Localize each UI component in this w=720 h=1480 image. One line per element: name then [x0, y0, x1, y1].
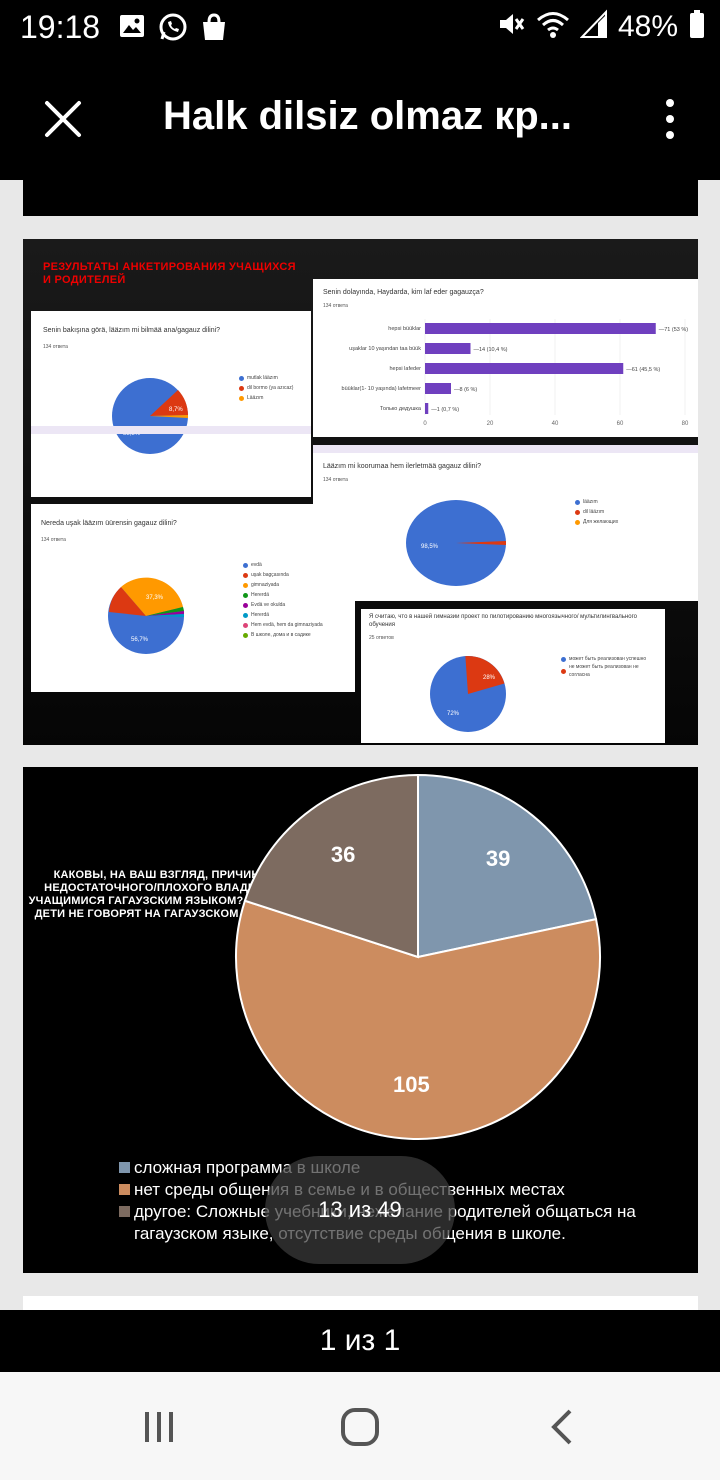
recents-button[interactable] [134, 1402, 184, 1452]
legend: mutlak lääzım dil bormo (ya azıcaz) Lääz… [239, 373, 293, 403]
battery-percent: 48% [617, 9, 678, 43]
signal-icon [579, 9, 608, 44]
tick-label: 80 [682, 421, 689, 427]
home-button[interactable] [335, 1402, 385, 1452]
pie-label: 56,7% [131, 637, 149, 643]
pie-label: 98,5% [421, 544, 439, 550]
bar-value-label: —14 (10,4 %) [474, 347, 508, 353]
document-viewer[interactable]: РЕЗУЛЬТАТЫ АНКЕТИРОВАНИЯ УЧАЩИХСЯ И РОДИ… [0, 180, 720, 1310]
pie-slice [235, 899, 601, 1140]
tick-label: 60 [617, 421, 624, 427]
bar [425, 383, 451, 394]
pie-label: 37,3% [146, 595, 164, 601]
pie-slice [243, 773, 419, 959]
survey-card-c: Lääzım mi koorumaa hem ilerletmää gagauz… [313, 453, 698, 601]
page-indicator: 13 из 49 [265, 1156, 455, 1264]
legend: может быть реализован успешно не может б… [561, 655, 649, 679]
bar [425, 343, 471, 354]
survey-card-d: Nereda uşak lääzım üürensin gagauz dilin… [31, 504, 355, 692]
shopping-bag-icon [200, 12, 228, 47]
pie-value-label: 39 [486, 846, 510, 871]
legend: evdä uşak bagçasında gimnaziyada Hererdä… [243, 560, 323, 640]
more-options-button[interactable] [650, 94, 690, 144]
file-counter: 1 из 1 [0, 1310, 720, 1372]
recents-icon [145, 1412, 173, 1442]
pie-chart-c: 98,5% [406, 500, 506, 586]
survey-responses: 25 ответов [369, 635, 394, 641]
bar-value-label: —1 (0,7 %) [431, 407, 459, 413]
survey-question: Nereda uşak lääzım üürensin gagauz dilin… [41, 520, 177, 527]
bar [425, 323, 656, 334]
survey-responses: 134 ответа [41, 537, 66, 543]
close-icon [45, 101, 81, 137]
home-icon [341, 1408, 379, 1446]
wifi-icon [536, 9, 570, 44]
back-icon [551, 1409, 572, 1445]
slide-12-title: РЕЗУЛЬТАТЫ АНКЕТИРОВАНИЯ УЧАЩИХСЯ И РОДИ… [43, 261, 296, 286]
survey-responses: 134 ответа [323, 477, 348, 483]
tick-label: 40 [552, 421, 559, 427]
status-bar: 19:18 48% [0, 0, 720, 56]
back-button[interactable] [537, 1402, 587, 1452]
survey-responses: 134 ответа [43, 344, 68, 350]
slide-12: РЕЗУЛЬТАТЫ АНКЕТИРОВАНИЯ УЧАЩИХСЯ И РОДИ… [23, 239, 698, 745]
pie-value-label: 36 [331, 842, 355, 867]
survey-question: Я считаю, что в нашей гимназии проект по… [369, 614, 637, 628]
bar-category-label: hepsi lafeder [390, 366, 422, 372]
survey-question: Senin bakışına görä, lääzım mi bilmää an… [43, 327, 221, 334]
status-time: 19:18 [20, 9, 101, 45]
app-bar: Halk dilsiz olmaz кр... [0, 56, 720, 180]
more-vert-icon [666, 99, 674, 107]
pie-label: 72% [447, 711, 460, 717]
pie-chart-d: 37,3% 56,7% [108, 577, 185, 654]
notification-icons [118, 12, 228, 47]
legend: lääzım dil lääzım Для желающих [575, 497, 618, 527]
pie-label: 8,7% [169, 407, 183, 413]
mute-icon [496, 9, 526, 44]
pie-value-label: 105 [393, 1072, 430, 1097]
navigation-bar [0, 1372, 720, 1480]
tick-label: 0 [423, 421, 427, 427]
slide-13-title: КАКОВЫ, НА ВАШ ВЗГЛЯД, ПРИЧИНЫ НЕДОСТАТО… [28, 869, 296, 920]
system-icons: 48% [496, 9, 706, 44]
survey-card-b: Senin dolayında, Haydarda, kim laf eder … [313, 279, 698, 437]
survey-question: Senin dolayında, Haydarda, kim laf eder … [323, 289, 484, 296]
bar [425, 363, 624, 374]
document-title: Halk dilsiz olmaz кр... [163, 94, 573, 138]
reasons-pie-chart: 39 105 36 [235, 773, 601, 1140]
pie-chart-a: 88,8% 8,7% [112, 378, 189, 454]
survey-question: Lääzım mi koorumaa hem ilerletmää gagauz… [323, 463, 481, 470]
battery-icon [688, 9, 706, 44]
page-12-tail [23, 180, 698, 216]
bar-value-label: —61 (45,5 %) [626, 367, 660, 373]
bar [425, 403, 429, 414]
bar-category-label: hepsi büüklar [388, 326, 421, 332]
bar-value-label: —71 (53 %) [659, 327, 689, 333]
pie-label: 88,8% [123, 431, 141, 437]
gallery-icon [118, 12, 146, 47]
whatsapp-icon [158, 12, 188, 47]
tick-label: 20 [487, 421, 494, 427]
bar-value-label: —8 (6 %) [454, 387, 477, 393]
bar-category-label: uşaklar 10 yaşından taa büük [349, 346, 421, 352]
bar-chart-b: 0 20 40 60 80 hepsi büüklar —71 (53 %) uşaklar … [342, 319, 689, 427]
pie-chart-e: 28% 72% [430, 656, 506, 732]
pie-label: 28% [483, 675, 496, 681]
survey-card-a: Senin bakışına görä, lääzım mi bilmää an… [31, 311, 311, 497]
close-button[interactable] [38, 94, 88, 144]
bar-category-label: Только дедушка [380, 406, 422, 412]
pie-slice [417, 773, 598, 959]
bar-category-label: büüklar(1- 10 yaşında) lafetmeer [342, 386, 422, 392]
survey-responses: 134 ответа [323, 303, 348, 309]
survey-card-e: Я считаю, что в нашей гимназии проект по… [361, 609, 665, 743]
slide-14-top [23, 1296, 698, 1310]
